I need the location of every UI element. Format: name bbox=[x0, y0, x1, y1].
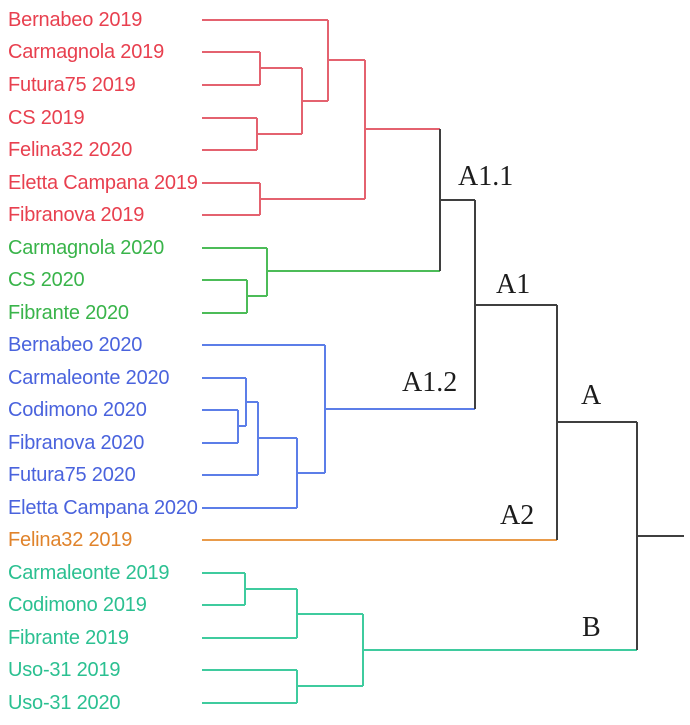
leaf-label: Carmagnola 2020 bbox=[8, 237, 164, 259]
leaf-label: Futura75 2019 bbox=[8, 74, 136, 96]
leaf-label: Felina32 2019 bbox=[8, 529, 133, 551]
leaf-label: Felina32 2020 bbox=[8, 139, 133, 161]
leaf-label: Fibranova 2019 bbox=[8, 204, 145, 226]
leaf-label: Eletta Campana 2019 bbox=[8, 172, 198, 194]
cluster-label-a1: A1 bbox=[496, 269, 531, 300]
cluster-label-a2: A2 bbox=[500, 500, 535, 531]
leaf-label: Codimono 2019 bbox=[8, 594, 147, 616]
leaf-label: Bernabeo 2019 bbox=[8, 9, 143, 31]
cluster-label-a: A bbox=[581, 380, 602, 411]
leaf-label: Fibranova 2020 bbox=[8, 432, 145, 454]
leaf-label: Uso-31 2019 bbox=[8, 659, 121, 681]
cluster-label-a1.1: A1.1 bbox=[458, 161, 514, 192]
leaf-label: Fibrante 2020 bbox=[8, 302, 129, 324]
leaf-label: Carmaleonte 2020 bbox=[8, 367, 170, 389]
cluster-label-b: B bbox=[582, 612, 601, 643]
leaf-label: Bernabeo 2020 bbox=[8, 334, 143, 356]
leaf-label: Carmagnola 2019 bbox=[8, 41, 164, 63]
leaf-label: CS 2019 bbox=[8, 107, 85, 129]
cluster-label-a1.2: A1.2 bbox=[402, 367, 458, 398]
leaf-label: Futura75 2020 bbox=[8, 464, 136, 486]
leaf-label: Uso-31 2020 bbox=[8, 692, 121, 714]
leaf-label: Eletta Campana 2020 bbox=[8, 497, 198, 519]
leaf-label: Carmaleonte 2019 bbox=[8, 562, 170, 584]
leaf-label: Fibrante 2019 bbox=[8, 627, 129, 649]
leaf-label: CS 2020 bbox=[8, 269, 85, 291]
leaf-label: Codimono 2020 bbox=[8, 399, 147, 421]
